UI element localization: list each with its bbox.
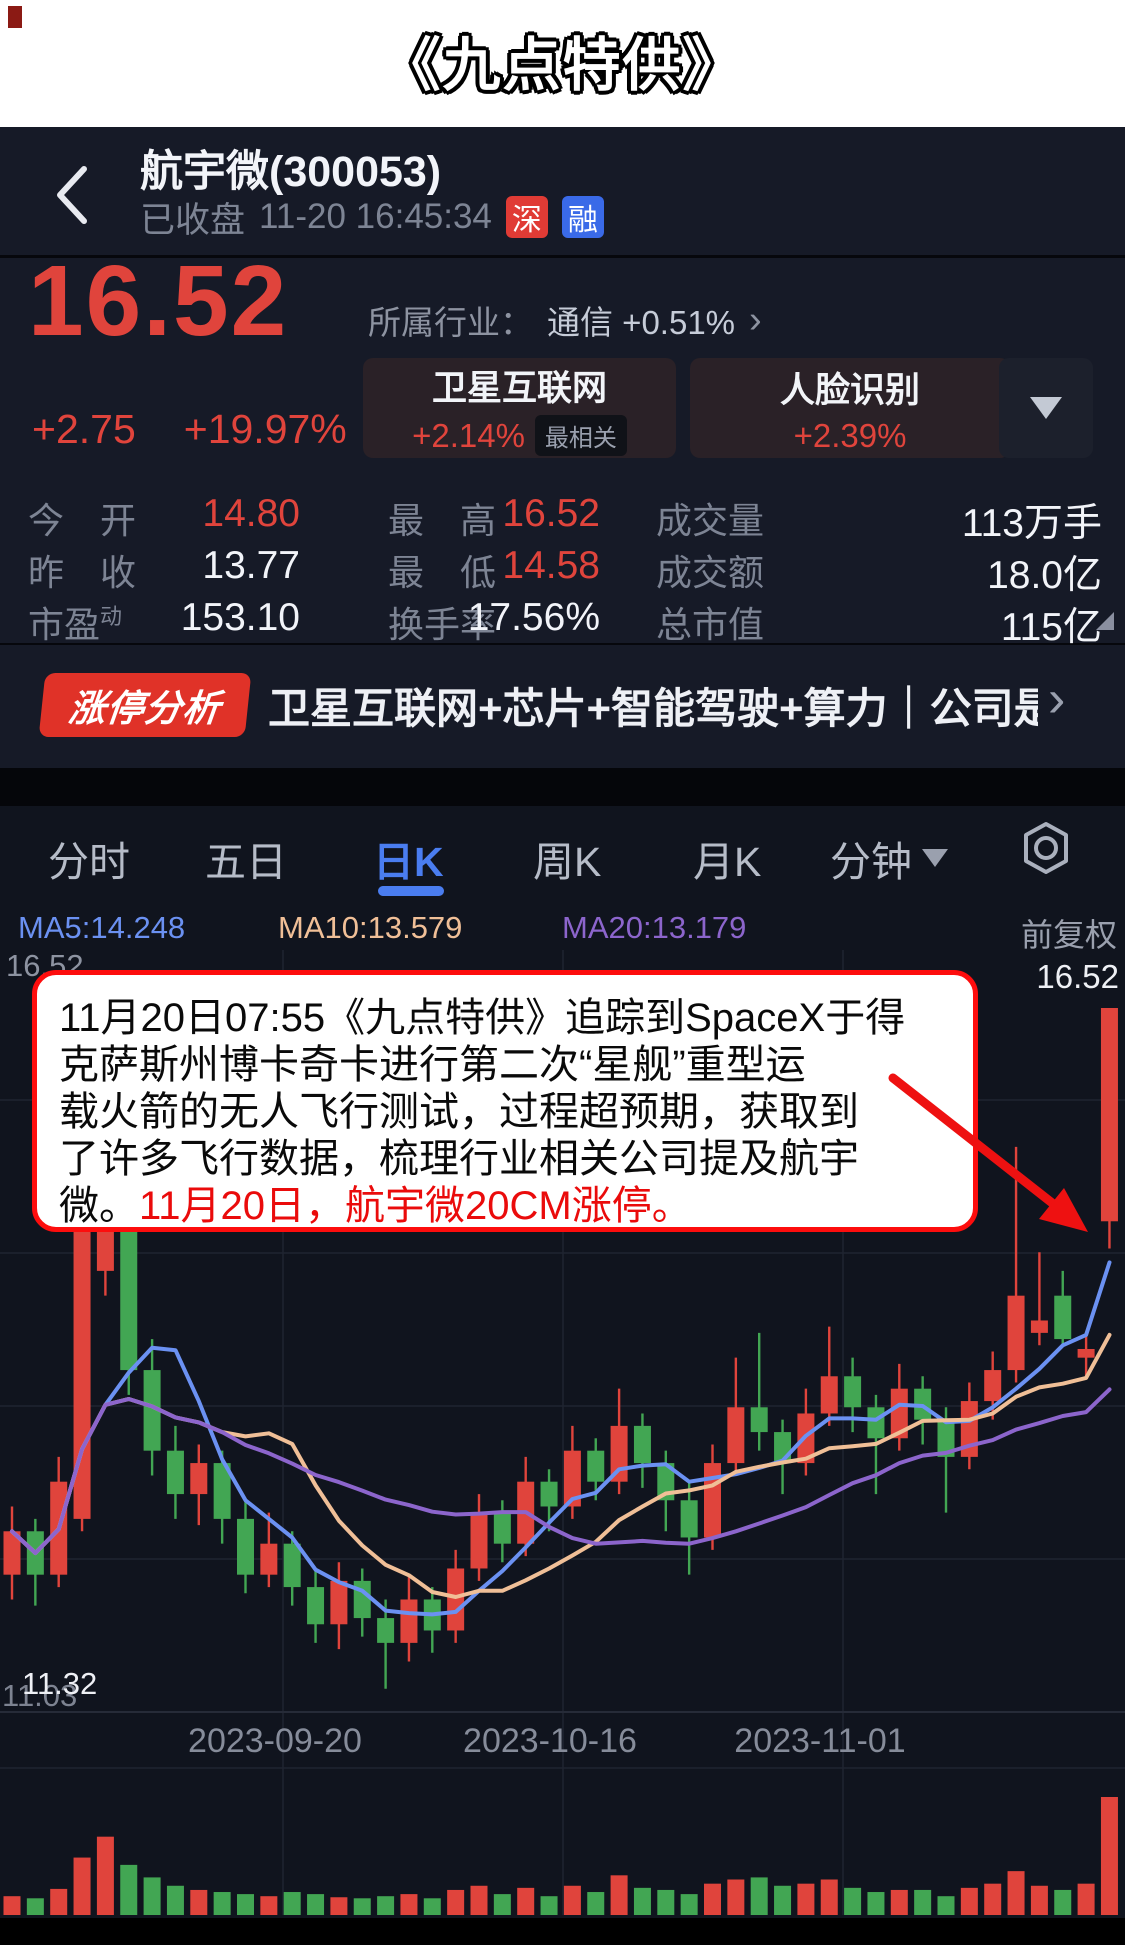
stat-value: 113万手 [961,502,1102,545]
active-tab-underline [378,886,444,896]
annotation-line: 载火箭的无人飞行测试，过程超预期，获取到 [59,1090,859,1134]
title-band: 《九点特供》 [0,0,1125,127]
stats-panel: 今 开 14.80 最 高 16.52 成交量 113万手 昨 收 13.77 … [0,480,1125,649]
tab-weekly-k[interactable]: 周K [533,839,602,885]
limit-up-analysis-banner[interactable]: 涨停分析 卫星互联网+芯片+智能驾驶+算力｜公司是... › [0,645,1125,768]
low-marker-label: 11.32 [22,1666,98,1701]
annotation-highlight: 11月20日，航宇微20CM涨停。 [139,1184,692,1228]
limit-up-badge: 涨停分析 [38,673,252,737]
margin-badge: 融 [561,196,604,238]
stat-label: 成交量 [656,500,765,541]
quote-section: 16.52 +2.75 +19.97% 所属行业： 通信 +0.51% › 卫星… [0,245,1125,480]
ma-legend-row: MA5:14.248 MA10:13.579 MA20:13.179 前复权 [0,910,1125,953]
price-change: +2.75 [32,406,136,452]
stat-value: 16.52 [502,492,600,535]
concept-card-satellite[interactable]: 卫星互联网 +2.14% 最相关 [363,358,676,458]
ma20-legend: MA20:13.179 [562,910,747,945]
concept-pct: +2.39% [793,416,907,454]
market-status: 已收盘 [140,200,246,240]
stat-label: 今 开 [28,500,137,541]
annotation-line: 11月20日07:55《九点特供》追踪到SpaceX于得 [59,996,906,1040]
stat-value: 17.56% [467,596,600,639]
stat-label: 总市值 [656,604,765,645]
header: 航宇微(300053) 已收盘 11-20 16:45:34 深 融 [0,127,1125,350]
tab-minutes-dropdown[interactable]: 分钟 [830,828,948,888]
annotation-line: 了许多飞行数据，梳理行业相关公司提及航宇 [59,1137,859,1181]
tab-monthly-k[interactable]: 月K [693,839,762,885]
annotation-line: 克萨斯州博卡奇卡进行第二次“星舰”重型运 [59,1043,806,1087]
annotation-line: 微。11月20日，航宇微20CM涨停。 [59,1184,692,1228]
industry-label: 所属行业： [368,304,533,341]
chevron-right-icon: › [749,298,762,341]
concept-name: 卫星互联网 [431,369,607,408]
most-related-tag: 最相关 [534,415,627,456]
footer-band [0,1918,1125,1945]
stat-value: 115亿 [1000,606,1102,649]
concept-pct: +2.14% [412,416,525,454]
tab-minute-line[interactable]: 分时 [48,839,130,885]
adjust-mode-label[interactable]: 前复权 [1020,917,1117,953]
annotation-box: 11月20日07:55《九点特供》追踪到SpaceX于得 克萨斯州博卡奇卡进行第… [32,970,978,1232]
back-icon[interactable] [52,165,92,225]
industry-row[interactable]: 所属行业： 通信 +0.51% › [368,296,762,344]
chevron-down-icon [922,849,948,867]
y-axis-min-label: 11.03 [2,1678,78,1713]
corner-mark [8,6,22,28]
shenzhen-badge: 深 [505,196,548,238]
x-tick-date: 2023-11-01 [734,1722,906,1760]
x-tick-date: 2023-10-16 [463,1722,637,1760]
stat-value: 13.77 [202,544,300,587]
stat-label: 最 低 [388,552,497,593]
x-tick-date: 2023-09-20 [188,1722,362,1760]
ma5-legend: MA5:14.248 [18,910,186,945]
page-title: 《九点特供》 [382,33,743,98]
tab-five-day[interactable]: 五日 [205,839,287,885]
divider-band [0,768,1125,806]
tab-daily-k[interactable]: 日K [373,839,444,885]
chevron-down-icon [1030,397,1062,419]
industry-value: 通信 +0.51% [547,304,736,341]
quote-datetime: 11-20 16:45:34 [259,197,492,236]
candlestick-chart[interactable] [0,950,1125,1918]
concept-name: 人脸识别 [779,370,920,410]
ma10-legend: MA10:13.579 [278,910,463,945]
concepts-expand-button[interactable] [999,358,1093,458]
last-price: 16.52 [28,245,289,357]
stat-value: 18.0亿 [987,554,1102,597]
chart-settings-icon[interactable] [1018,820,1074,876]
price-change-pct: +19.97% [183,406,347,452]
chevron-right-icon: › [1048,670,1066,728]
stat-label: 最 高 [388,500,497,541]
stat-label: 成交额 [656,552,765,593]
stat-value: 14.58 [502,544,600,587]
stat-label: 昨 收 [28,552,137,593]
stat-label: 换手率 [388,604,497,645]
banner-text: 卫星互联网+芯片+智能驾驶+算力｜公司是... [268,685,1038,732]
concept-card-face-recognition[interactable]: 人脸识别 +2.39% [690,358,1010,458]
last-price-axis-label: 16.52 [1036,958,1119,995]
stat-label: 市盈动 [28,604,123,645]
stat-value: 14.80 [202,492,300,535]
stat-value: 153.10 [180,596,300,639]
stock-name: 航宇微(300053) [140,148,442,196]
